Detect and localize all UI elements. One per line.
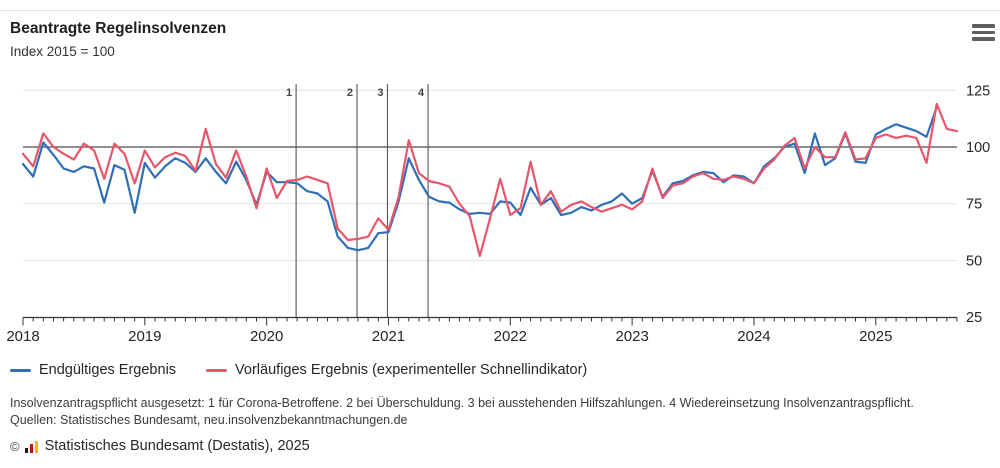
svg-text:75: 75	[966, 197, 982, 213]
svg-text:25: 25	[966, 310, 982, 326]
source-text: Quellen: Statistisches Bundesamt, neu.in…	[10, 413, 408, 427]
svg-text:2018: 2018	[6, 328, 39, 345]
copyright-symbol: ©	[10, 438, 20, 454]
svg-text:2019: 2019	[128, 328, 161, 345]
footnote-text: Insolvenzantragspflicht ausgesetzt: 1 fü…	[10, 396, 914, 410]
chart-legend: Endgültiges Ergebnis Vorläufiges Ergebni…	[10, 362, 587, 378]
copyright-line: © Statistisches Bundesamt (Destatis), 20…	[10, 438, 310, 454]
copyright-text: Statistisches Bundesamt (Destatis), 2025	[44, 438, 310, 454]
series-preliminary	[21, 102, 959, 257]
svg-text:2021: 2021	[372, 328, 405, 345]
legend-label: Vorläufiges Ergebnis (experimenteller Sc…	[235, 362, 588, 378]
event-line-label-3: 3	[377, 87, 383, 99]
hamburger-menu-icon[interactable]	[972, 24, 995, 41]
event-line-label-4: 4	[418, 87, 425, 99]
svg-text:2020: 2020	[250, 328, 283, 345]
svg-text:100: 100	[966, 140, 990, 156]
event-line-label-1: 1	[286, 87, 292, 99]
svg-text:2025: 2025	[859, 328, 892, 345]
svg-text:2024: 2024	[737, 328, 770, 345]
line-chart: 25 50 75 100 125 1 2 3 4 2018 2019 2020 2021 2022 2023…	[0, 75, 1000, 355]
red-line-swatch	[206, 368, 228, 372]
svg-text:50: 50	[966, 253, 982, 269]
chart-subtitle: Index 2015 = 100	[10, 44, 115, 59]
series-final	[21, 106, 938, 252]
legend-label: Endgültiges Ergebnis	[39, 362, 177, 378]
destatis-logo-icon	[24, 441, 38, 453]
blue-line-swatch	[10, 368, 31, 372]
chart-title: Beantragte Regelinsolvenzen	[10, 20, 227, 37]
top-divider	[0, 10, 1000, 11]
event-line-label-2: 2	[347, 87, 353, 99]
svg-text:2023: 2023	[615, 328, 648, 345]
svg-text:125: 125	[966, 83, 990, 99]
legend-item-final[interactable]: Endgültiges Ergebnis	[10, 362, 176, 378]
svg-text:2022: 2022	[494, 328, 527, 345]
legend-item-preliminary[interactable]: Vorläufiges Ergebnis (experimenteller Sc…	[206, 362, 587, 378]
